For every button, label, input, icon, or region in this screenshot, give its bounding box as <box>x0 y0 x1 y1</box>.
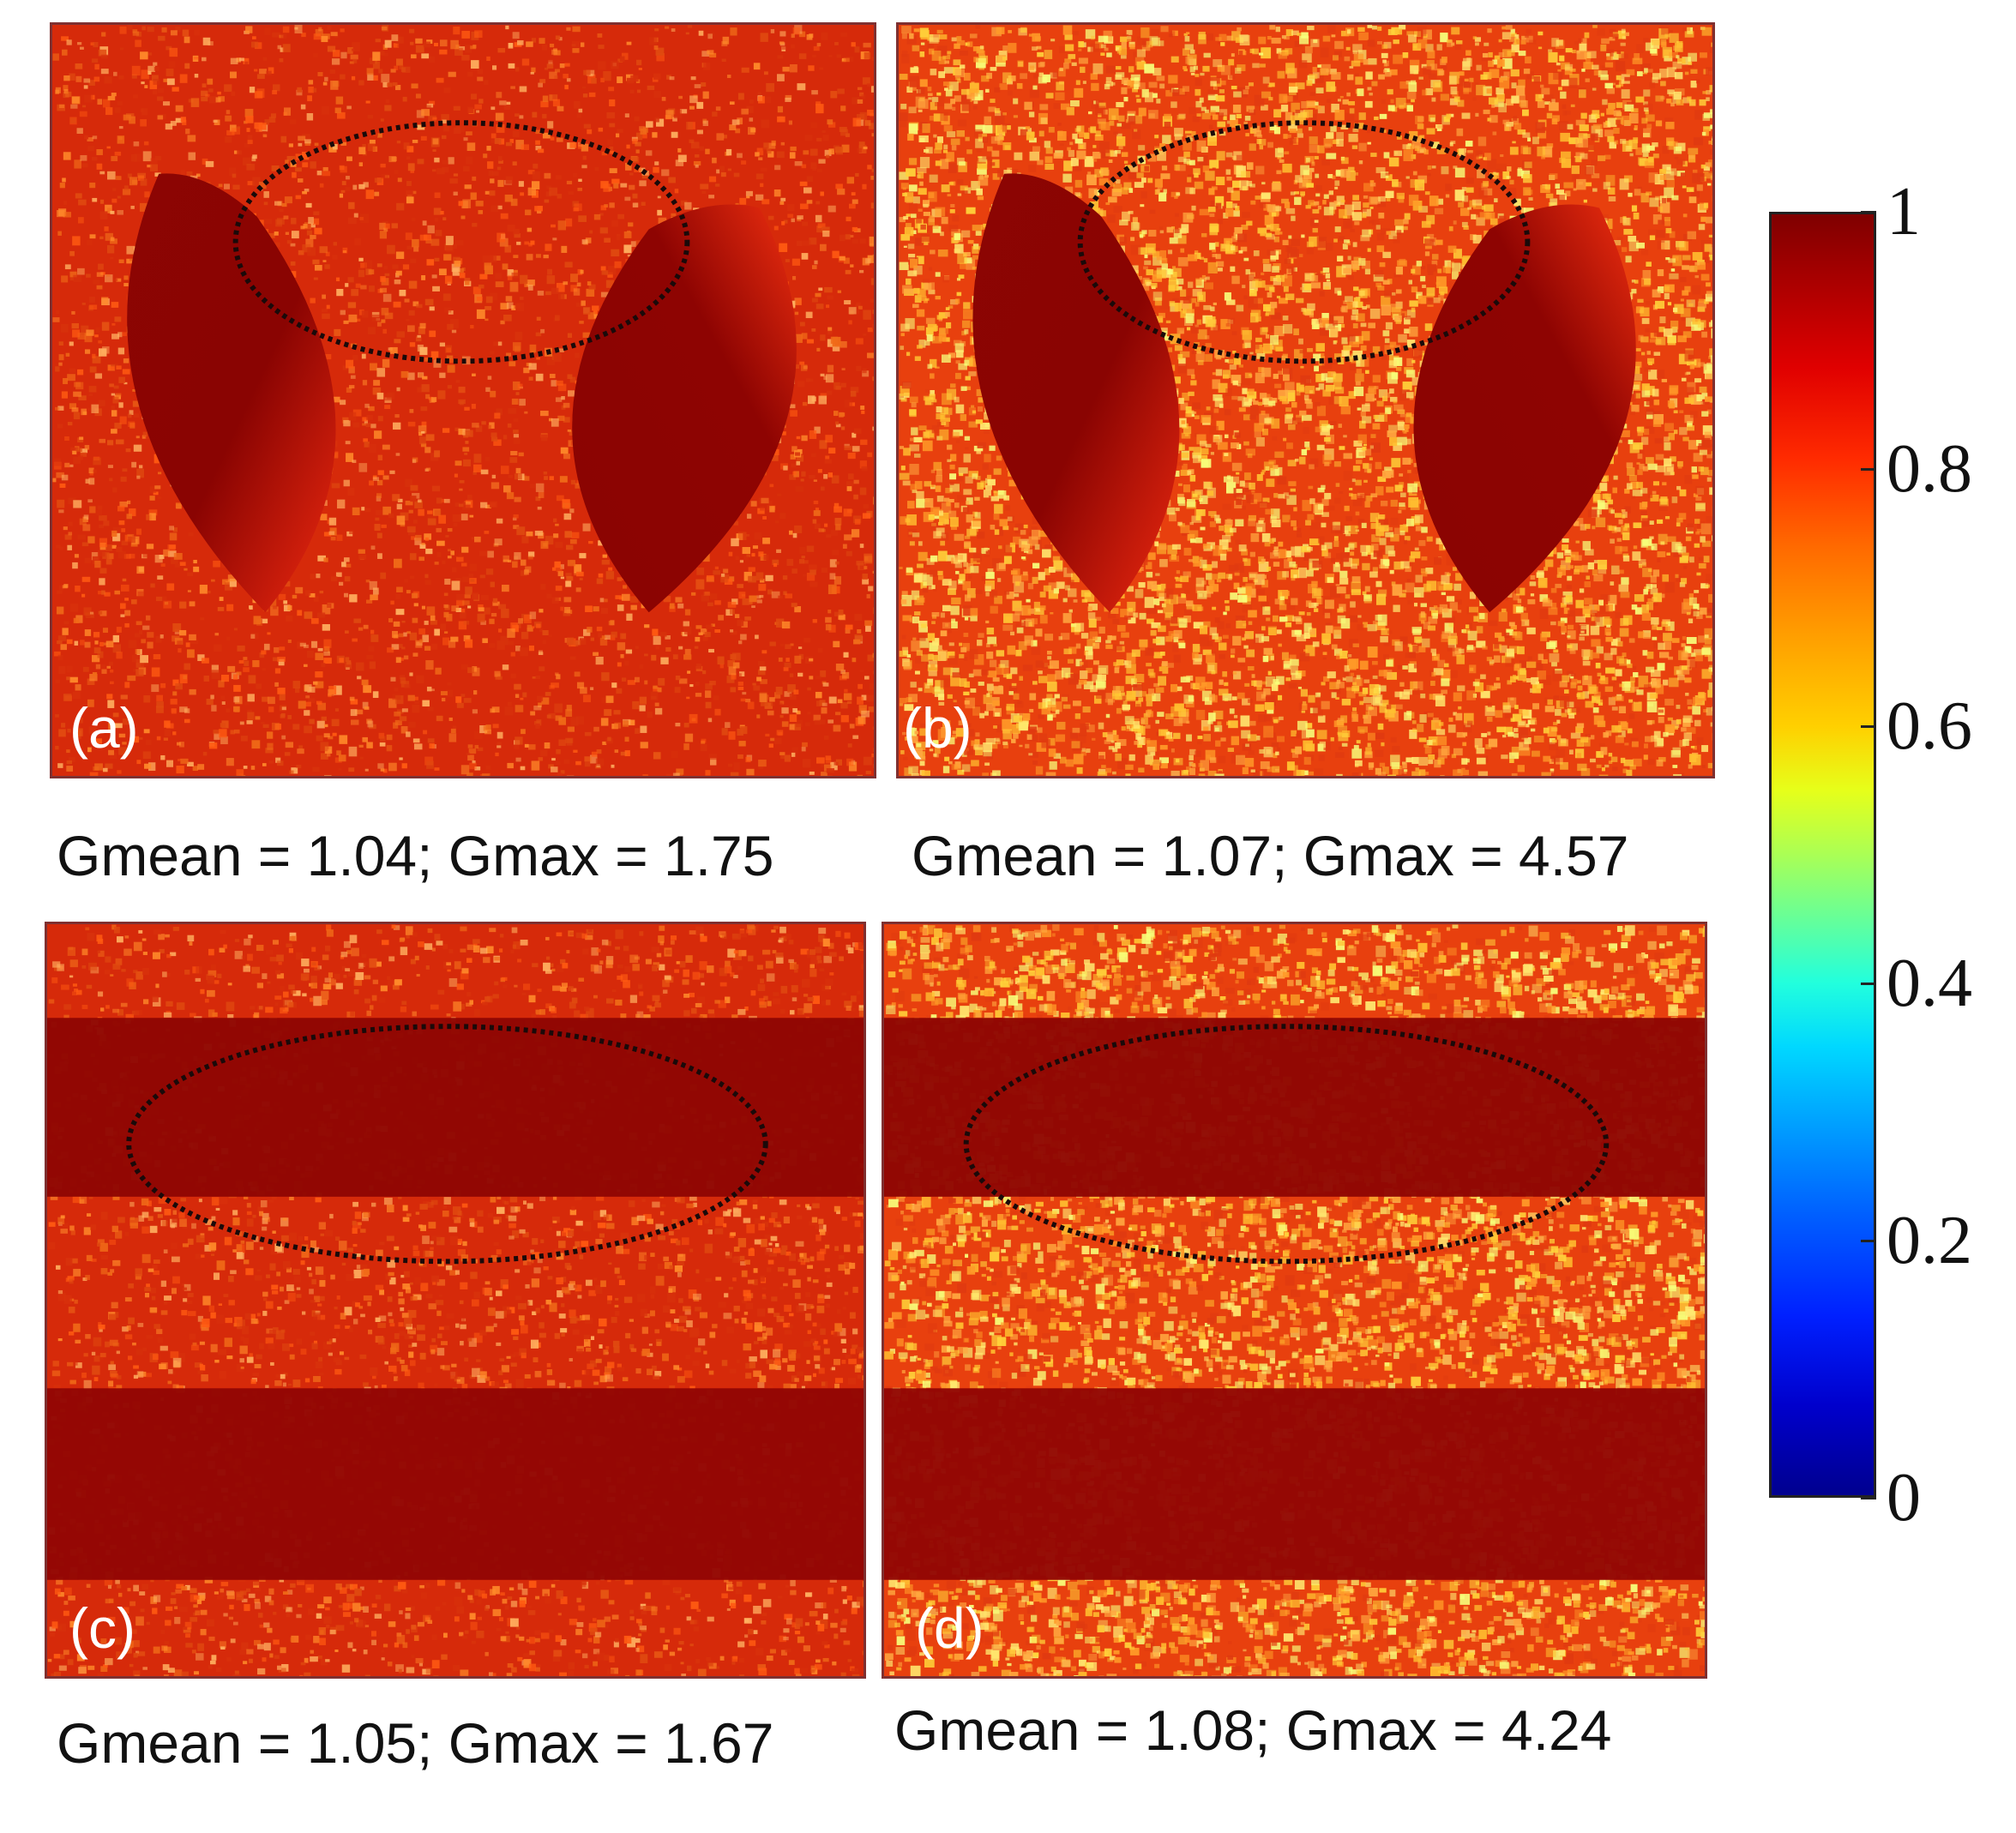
colorbar-tick-mark <box>1861 211 1876 213</box>
caption-d: Gmean = 1.08; Gmax = 4.24 <box>894 1698 1611 1763</box>
heatmap-plot-c <box>47 924 864 1676</box>
colorbar-tick-label: 0 <box>1887 1463 1921 1532</box>
colorbar-tick-mark <box>1861 1497 1876 1499</box>
colorbar-tick-label: 0.2 <box>1887 1206 1972 1275</box>
caption-a: Gmean = 1.04; Gmax = 1.75 <box>57 823 773 888</box>
heatmap-plot-d <box>884 924 1705 1676</box>
colorbar <box>1769 212 1876 1498</box>
panel-label-b: (b) <box>903 695 972 760</box>
colorbar-tick-mark <box>1861 983 1876 985</box>
colorbar-tick-label: 0.4 <box>1887 949 1972 1018</box>
colorbar-tick-mark <box>1861 1240 1876 1242</box>
caption-b: Gmean = 1.07; Gmax = 4.57 <box>912 823 1628 888</box>
panel-label-c: (c) <box>69 1596 135 1661</box>
colorbar-tick-label: 1 <box>1887 177 1921 246</box>
heatmap-panel-d: (d) <box>882 922 1707 1679</box>
heatmap-plot-b <box>899 25 1712 776</box>
colorbar-tick-label: 0.8 <box>1887 435 1972 503</box>
heatmap-plot-a <box>52 25 874 776</box>
colorbar-tick-label: 0.6 <box>1887 692 1972 760</box>
colorbar-tick-mark <box>1861 725 1876 728</box>
caption-c: Gmean = 1.05; Gmax = 1.67 <box>57 1710 773 1776</box>
panel-label-d: (d) <box>915 1596 984 1661</box>
heatmap-panel-b: (b) <box>896 22 1715 778</box>
heatmap-panel-c: (c) <box>45 922 866 1679</box>
heatmap-panel-a: (a) <box>50 22 876 778</box>
colorbar-tick-mark <box>1861 468 1876 471</box>
panel-label-a: (a) <box>69 695 139 760</box>
